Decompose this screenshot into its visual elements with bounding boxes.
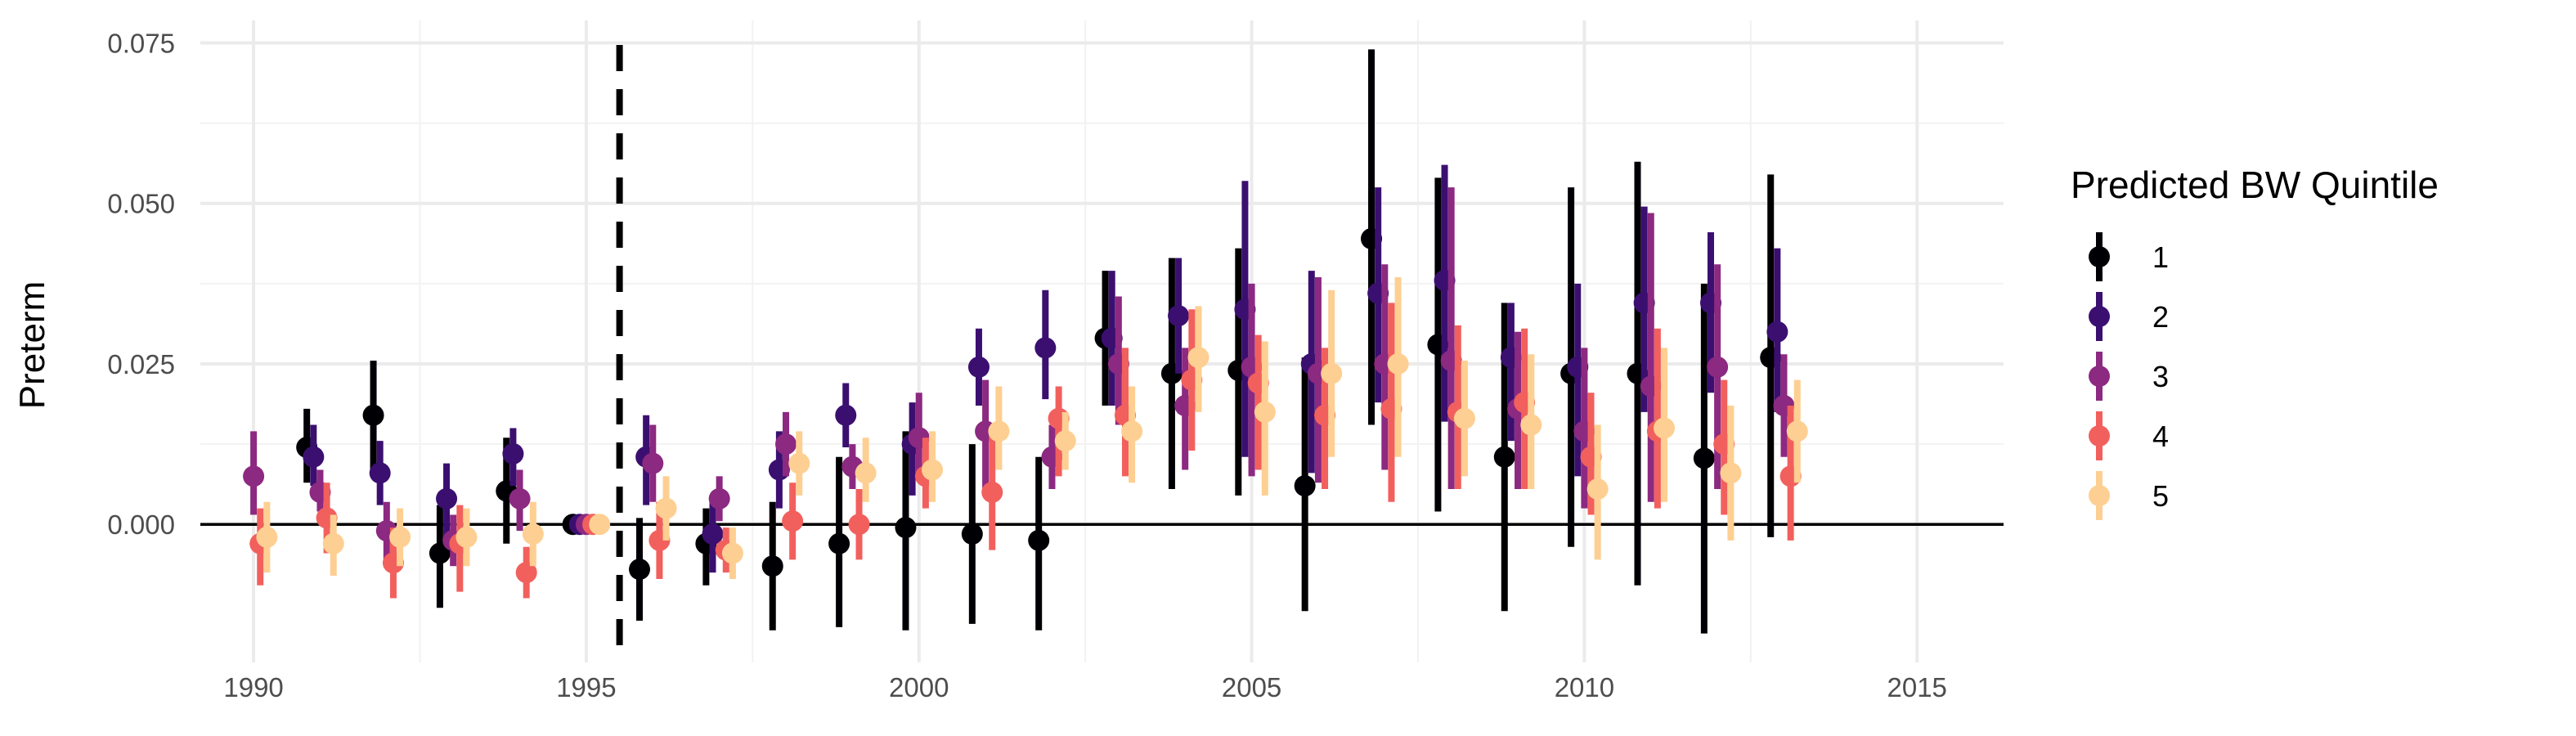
- data-point: [436, 487, 458, 509]
- data-point: [1294, 475, 1316, 497]
- y-tick-label: 0.075: [107, 28, 175, 58]
- y-tick-label: 0.000: [107, 509, 175, 540]
- data-point: [1493, 446, 1515, 468]
- data-point: [502, 442, 524, 464]
- data-point: [1187, 347, 1209, 369]
- data-point: [1453, 407, 1475, 429]
- data-point: [1054, 430, 1076, 452]
- data-point: [788, 452, 810, 474]
- legend-key-point: [2089, 485, 2110, 506]
- data-point: [981, 481, 1003, 503]
- data-point: [509, 487, 531, 509]
- legend-key-point: [2089, 306, 2110, 327]
- data-point: [429, 542, 451, 564]
- data-point: [1766, 321, 1788, 343]
- data-point: [256, 526, 278, 548]
- data-point: [1720, 462, 1742, 484]
- x-tick-label: 2000: [889, 672, 949, 702]
- legend-key-point: [2089, 425, 2110, 447]
- data-marks: [243, 49, 1808, 634]
- legend-key-point: [2089, 366, 2110, 387]
- x-tick-label: 2015: [1887, 672, 1947, 702]
- data-point: [835, 404, 857, 426]
- y-tick-label: 0.050: [107, 189, 175, 219]
- data-point: [362, 404, 384, 426]
- data-point: [961, 523, 983, 545]
- legend-label: 3: [2152, 360, 2169, 393]
- grid: [200, 20, 2004, 662]
- legend-label: 5: [2152, 479, 2169, 513]
- data-point: [629, 559, 651, 581]
- data-point: [322, 532, 344, 554]
- data-point: [895, 517, 917, 539]
- axes: 1990 1995 2000 2005 2010 2015 0.000 0.025 0.050 0…: [107, 28, 1947, 702]
- data-point: [1168, 305, 1190, 327]
- data-point: [1693, 447, 1715, 469]
- data-point: [1520, 414, 1542, 436]
- legend-title: Predicted BW Quintile: [2071, 164, 2439, 206]
- data-point: [589, 514, 611, 536]
- data-point: [761, 555, 783, 577]
- data-point: [775, 433, 797, 456]
- data-point: [988, 420, 1010, 442]
- reference-lines: [200, 45, 2004, 662]
- data-point: [782, 510, 804, 532]
- data-point: [1786, 420, 1808, 442]
- legend-key-point: [2089, 246, 2110, 267]
- data-point: [1321, 362, 1343, 384]
- series-5: [256, 277, 1808, 579]
- data-point: [243, 465, 265, 487]
- data-point: [1254, 401, 1276, 423]
- data-point: [642, 452, 664, 474]
- data-point: [1034, 337, 1057, 359]
- x-tick-label: 1995: [556, 672, 616, 702]
- x-tick-label: 2005: [1222, 672, 1281, 702]
- legend-label: 1: [2152, 240, 2169, 274]
- y-tick-label: 0.025: [107, 349, 175, 379]
- x-tick-label: 2010: [1555, 672, 1614, 702]
- series-1: [296, 49, 1782, 634]
- data-point: [721, 542, 743, 564]
- data-point: [1586, 478, 1609, 500]
- data-point: [1654, 417, 1676, 439]
- data-point: [369, 462, 391, 484]
- data-point: [922, 459, 944, 481]
- data-point: [1121, 420, 1143, 442]
- data-point: [702, 523, 724, 545]
- data-point: [855, 462, 877, 484]
- data-point: [828, 532, 850, 554]
- data-point: [389, 526, 411, 548]
- data-point: [708, 487, 730, 509]
- data-point: [515, 562, 537, 584]
- data-point: [303, 446, 325, 468]
- data-point: [655, 497, 677, 519]
- legend-label: 4: [2152, 420, 2169, 453]
- data-point: [456, 526, 478, 548]
- data-point: [1028, 529, 1050, 551]
- data-point: [1707, 356, 1729, 378]
- legend: Predicted BW Quintile 1 2 3 4 5: [2071, 164, 2439, 520]
- data-point: [522, 523, 544, 545]
- data-point: [967, 356, 990, 378]
- data-point: [848, 514, 870, 536]
- legend-label: 2: [2152, 300, 2169, 334]
- x-tick-label: 1990: [223, 672, 283, 702]
- data-point: [1387, 352, 1409, 375]
- y-axis-title: Preterm: [12, 281, 52, 409]
